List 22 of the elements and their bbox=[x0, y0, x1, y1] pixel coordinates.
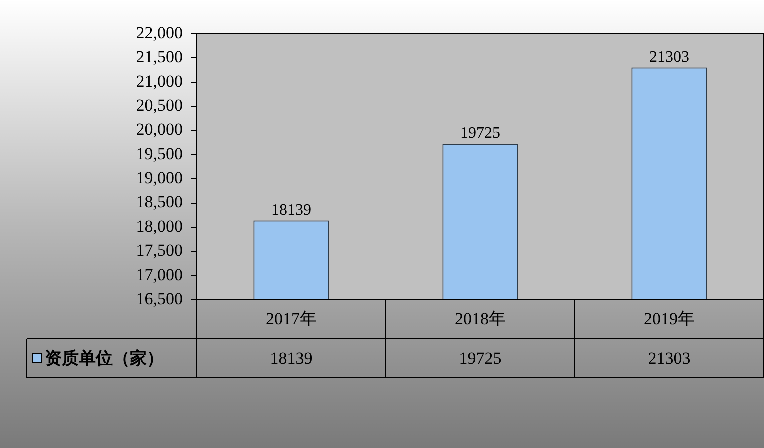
y-tick-label: 17,500 bbox=[136, 241, 183, 260]
annotation: 21303 bbox=[650, 48, 690, 66]
x-tick-label: 2019年 bbox=[644, 310, 695, 329]
y-tick-label: 21,000 bbox=[136, 72, 183, 91]
y-tick-label: 21,500 bbox=[136, 48, 183, 67]
y-tick-label: 16,500 bbox=[136, 289, 183, 308]
annotation: 19725 bbox=[460, 125, 500, 142]
data-label: 21303 bbox=[648, 348, 691, 368]
data-label: 18139 bbox=[270, 348, 313, 368]
legend-label: 资质单位（家） bbox=[45, 348, 164, 368]
y-tick-label: 18,000 bbox=[136, 216, 183, 236]
x-tick-label: 2018年 bbox=[455, 310, 506, 329]
data-label: 19725 bbox=[459, 348, 502, 368]
y-tick-label: 19,000 bbox=[136, 168, 183, 188]
y-tick-label: 20,000 bbox=[136, 120, 183, 140]
x-tick-label: 2017年 bbox=[266, 310, 317, 329]
y-tick-label: 19,500 bbox=[136, 144, 183, 164]
y-tick-label: 20,500 bbox=[136, 96, 183, 116]
y-tick-label: 22,000 bbox=[136, 23, 183, 42]
y-tick-label: 17,000 bbox=[136, 265, 183, 284]
y-tick-label: 18,500 bbox=[136, 192, 183, 212]
annotation: 18139 bbox=[272, 202, 312, 219]
